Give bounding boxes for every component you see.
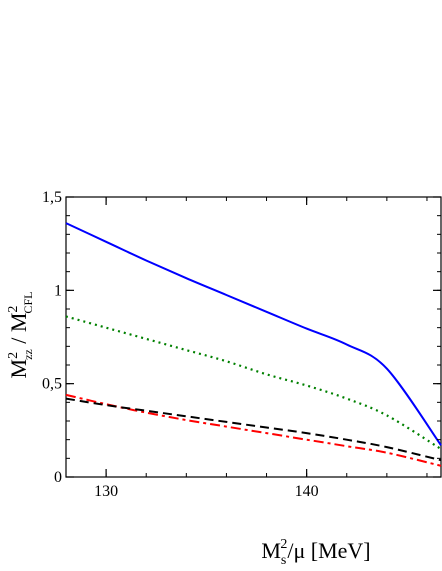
series-line-green-dotted [65, 315, 442, 450]
x-sub: s [281, 553, 286, 568]
plot-frame [65, 196, 442, 478]
y-axis-title: M2zz / M2CFL [6, 292, 35, 379]
y-num-sup: 2 [6, 352, 21, 359]
y-num-base: M [6, 359, 31, 379]
x-rest: /μ [MeV] [287, 538, 370, 563]
plot-border [65, 196, 442, 478]
x-tick-label: 140 [295, 483, 319, 500]
ticks-layer [65, 196, 441, 478]
series-line-black-dashed [65, 397, 442, 462]
x-tick-label: 130 [94, 483, 118, 500]
y-tick-label: 1 [54, 282, 62, 299]
y-den-sup: 2 [6, 306, 21, 313]
y-num-sub: zz [21, 349, 35, 360]
labels-layer: 0 0,5 1 1,5 130 140 [42, 189, 319, 500]
y-sep: / [6, 332, 31, 349]
svg-text:M2zz / M2CFL: M2zz / M2CFL [6, 292, 35, 379]
x-sup: 2 [280, 537, 287, 552]
series-line-red-dashdot [65, 393, 442, 467]
y-den-sub: CFL [21, 292, 35, 314]
x-axis-title: Ms2/μ [MeV] [261, 537, 370, 568]
y-tick-label: 0,5 [42, 376, 62, 393]
y-den-base: M [6, 313, 31, 333]
series-layer [65, 222, 442, 467]
x-base: M [261, 538, 281, 563]
y-tick-label: 0 [54, 469, 62, 486]
series-line-blue-solid [65, 222, 442, 446]
y-tick-label: 1,5 [42, 189, 62, 206]
